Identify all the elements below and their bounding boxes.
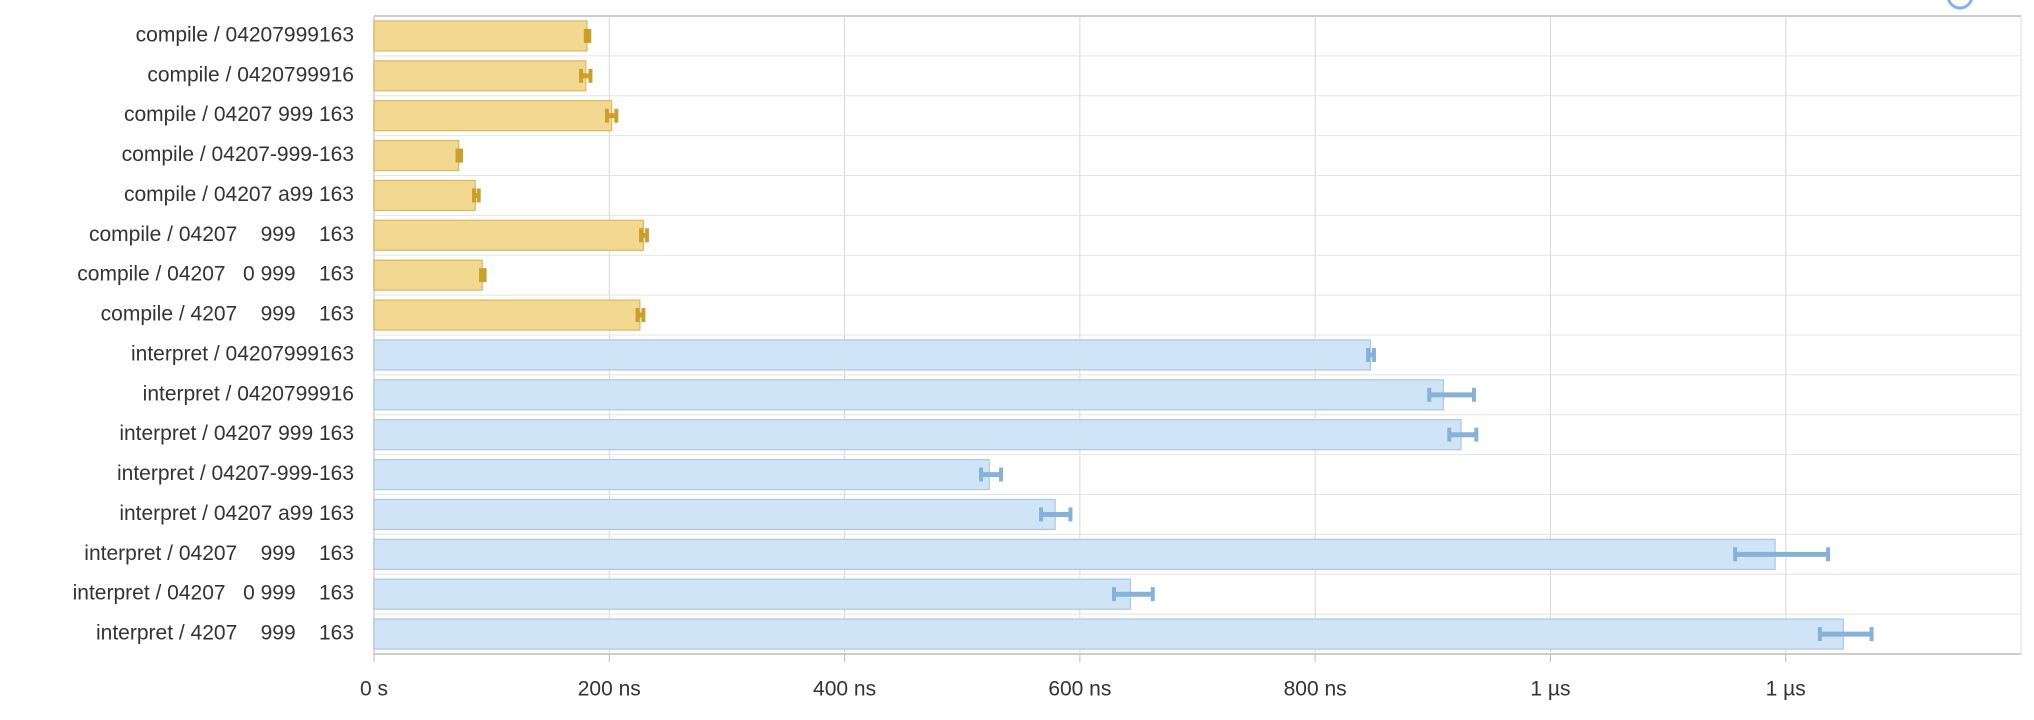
y-tick-label: compile / 4207 999 163 (101, 303, 354, 326)
y-tick-label: interpret / 04207 0 999 163 (73, 582, 354, 605)
bar (373, 538, 1776, 570)
bar (373, 339, 1372, 371)
y-tick-label: interpret / 04207 a99 163 (119, 502, 354, 525)
bar (373, 419, 1462, 451)
y-tick-label: interpret / 04207 999 163 (119, 422, 354, 445)
bar (373, 60, 587, 92)
y-tick-label: compile / 04207 999 163 (124, 103, 354, 126)
bar (373, 458, 990, 491)
x-tick-label: 1 µs (1530, 678, 1570, 701)
y-tick-label: interpret / 04207 999 163 (84, 542, 354, 565)
y-tick-label: compile / 04207-999-163 (122, 143, 354, 166)
y-tick-label: interpret / 04207999163 (131, 342, 354, 365)
y-tick-label: compile / 04207999163 (136, 23, 354, 46)
corner-icon (1947, 0, 1973, 10)
bar (373, 139, 460, 172)
y-tick-label: compile / 0420799916 (147, 63, 354, 86)
x-tick-label: 1 µs (1766, 678, 1806, 701)
bar (373, 379, 1444, 411)
y-tick-label: compile / 04207 999 163 (89, 223, 354, 246)
x-tick-label: 600 ns (1048, 678, 1111, 701)
bar (373, 219, 645, 251)
y-tick-label: interpret / 4207 999 163 (96, 622, 354, 645)
bar (373, 100, 613, 132)
bar (373, 498, 1056, 531)
y-tick-label: compile / 04207 0 999 163 (77, 263, 354, 286)
bar (373, 20, 588, 52)
bar (373, 179, 476, 212)
y-tick-label: interpret / 0420799916 (143, 382, 354, 405)
bar (373, 259, 483, 291)
x-tick-label: 800 ns (1284, 678, 1347, 701)
bar (373, 578, 1132, 610)
x-tick-label: 400 ns (813, 678, 876, 701)
bar (373, 299, 641, 331)
y-tick-label: compile / 04207 a99 163 (124, 183, 354, 206)
bar (373, 618, 1844, 650)
x-tick-label: 200 ns (578, 678, 641, 701)
x-tick-label: 0 s (360, 678, 388, 701)
y-tick-label: interpret / 04207-999-163 (117, 462, 354, 485)
